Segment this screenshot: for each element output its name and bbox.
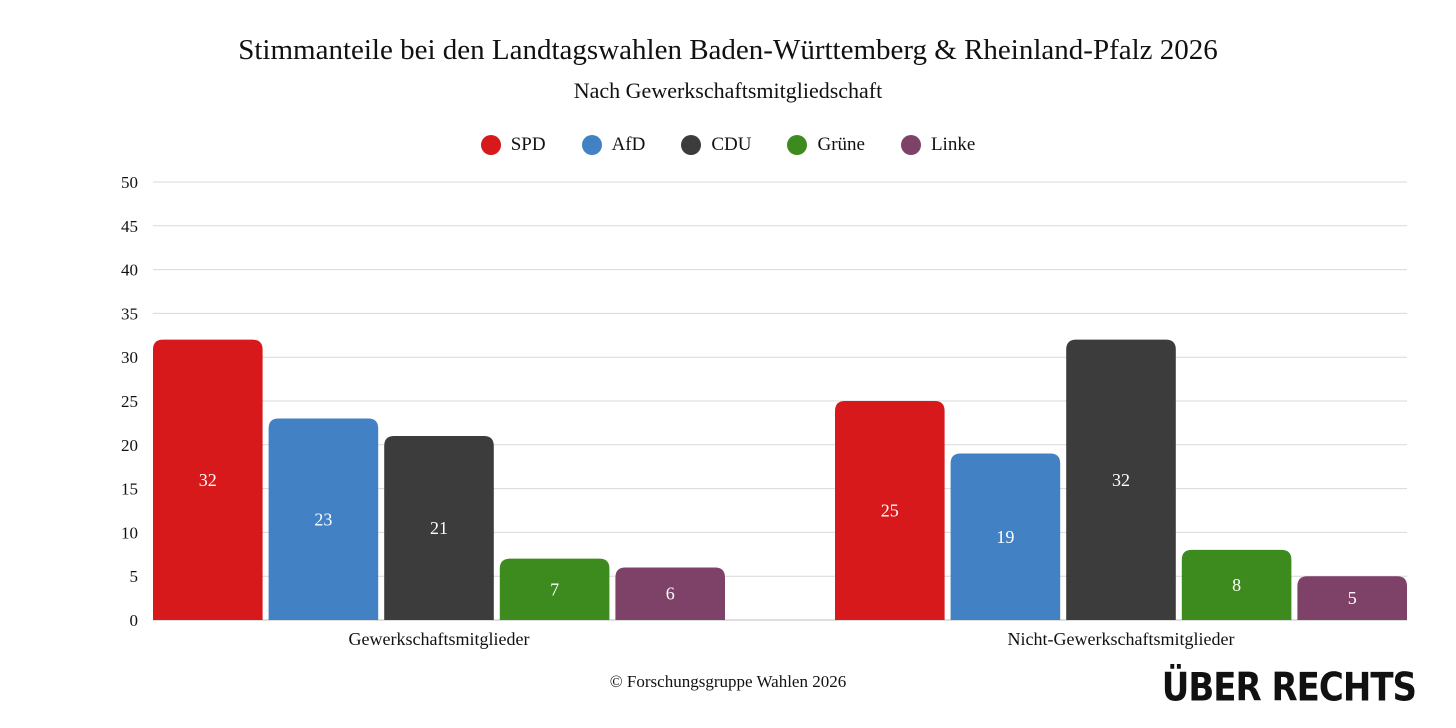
- y-tick-label: 30: [121, 348, 138, 367]
- legend-item-afd: AfD: [581, 134, 646, 156]
- legend-label-cdu: CDU: [711, 134, 752, 155]
- source-note: © Forschungsgruppe Wahlen 2026: [609, 672, 847, 691]
- chart-subtitle: Nach Gewerkschaftsmitgliedschaft: [573, 78, 883, 103]
- bar-value-label: 21: [430, 518, 448, 538]
- legend-label-gruene: Grüne: [817, 134, 865, 155]
- bar-value-label: 6: [666, 584, 675, 604]
- y-tick-label: 15: [121, 480, 138, 499]
- y-tick-label: 35: [121, 304, 138, 323]
- x-category-label: Nicht-Gewerkschaftsmitglieder: [1008, 629, 1235, 649]
- y-tick-label: 25: [121, 392, 138, 411]
- legend-swatch-cdu: [681, 135, 702, 155]
- bar: [950, 453, 1061, 620]
- chart-title: Stimmanteile bei den Landtagswahlen Bade…: [238, 34, 1218, 66]
- bar-value-label: 25: [881, 501, 899, 521]
- y-tick-label: 10: [121, 523, 138, 542]
- bar: [153, 339, 263, 620]
- bar: [384, 436, 494, 620]
- bar-value-label: 19: [996, 527, 1014, 547]
- bar: [835, 401, 945, 620]
- bar: [268, 418, 379, 620]
- bar-value-label: 23: [314, 509, 332, 529]
- legend-label-linke: Linke: [930, 134, 976, 155]
- legend-swatch-gruene: [787, 135, 808, 155]
- bar-value-label: 32: [1112, 470, 1130, 490]
- chart-legend: SPD AfD CDU Grüne Linke: [0, 134, 1456, 156]
- bar: [1066, 339, 1176, 620]
- bar-value-label: 5: [1348, 588, 1357, 608]
- legend-swatch-linke: [900, 135, 921, 155]
- x-category-label: Gewerkschaftsmitglieder: [349, 629, 530, 649]
- legend-item-linke: Linke: [900, 134, 976, 156]
- y-tick-label: 0: [130, 611, 139, 630]
- bar-value-label: 8: [1232, 575, 1241, 595]
- y-tick-label: 50: [121, 173, 138, 192]
- legend-label-afd: AfD: [611, 134, 646, 155]
- bar-value-label: 7: [550, 579, 559, 599]
- bar: [615, 567, 725, 620]
- y-tick-label: 5: [130, 567, 139, 586]
- bar: [1297, 576, 1407, 620]
- brand-logo: ÜBER RECHTS: [1161, 665, 1417, 711]
- y-tick-label: 40: [121, 261, 138, 280]
- y-tick-label: 20: [121, 436, 138, 455]
- bar: [1181, 549, 1292, 620]
- bar-value-label: 32: [199, 470, 217, 490]
- legend-swatch-afd: [581, 135, 602, 155]
- bar: [499, 558, 610, 620]
- y-tick-label: 45: [121, 217, 138, 236]
- legend-label-spd: SPD: [510, 134, 546, 155]
- legend-item-cdu: CDU: [681, 134, 751, 156]
- legend-item-gruene: Grüne: [787, 134, 865, 156]
- legend-swatch-spd: [480, 135, 501, 155]
- legend-item-spd: SPD: [480, 134, 546, 156]
